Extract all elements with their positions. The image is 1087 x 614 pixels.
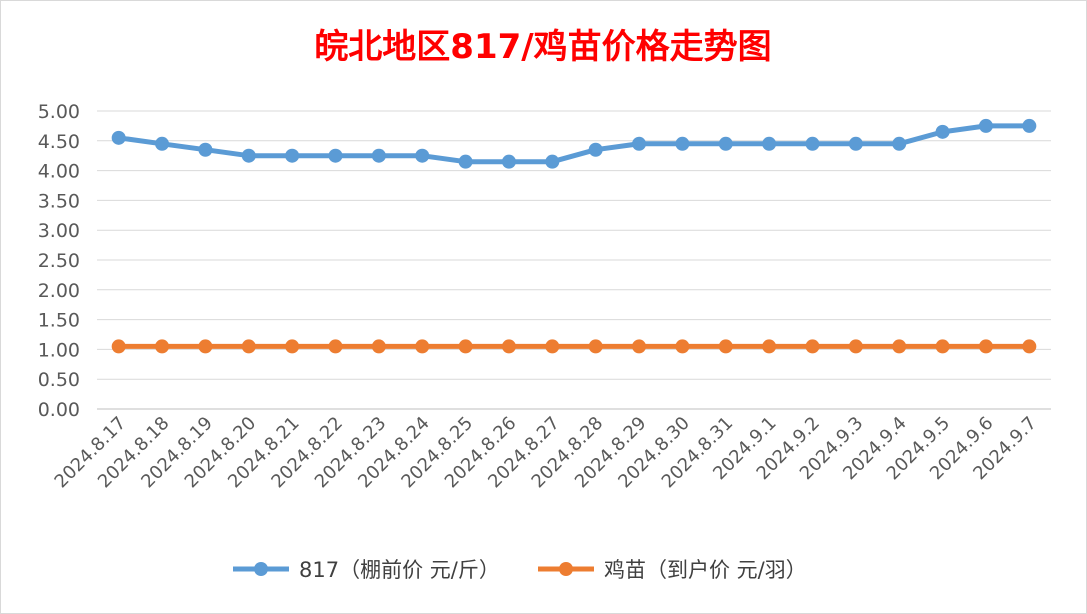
data-point (458, 339, 473, 354)
data-point (111, 130, 126, 145)
data-point (805, 136, 820, 151)
data-point (545, 339, 560, 354)
legend-item: 鸡苗（到户价 元/羽） (538, 558, 807, 582)
data-point (415, 339, 430, 354)
data-point (155, 136, 170, 151)
data-point (328, 339, 343, 354)
data-point (675, 136, 690, 151)
data-point (892, 339, 907, 354)
data-point (1022, 118, 1037, 133)
data-point (241, 339, 256, 354)
data-point (848, 339, 863, 354)
series-1 (111, 118, 1037, 169)
data-point (458, 154, 473, 169)
data-point (501, 154, 516, 169)
data-point (675, 339, 690, 354)
data-point (111, 339, 126, 354)
y-tick-label: 0.00 (38, 399, 80, 421)
series-layer (111, 118, 1037, 354)
data-point (155, 339, 170, 354)
data-point (545, 154, 560, 169)
legend-label: 817（棚前价 元/斤） (299, 558, 500, 582)
legend-swatch-marker (254, 562, 268, 576)
y-axis-ticks: 0.00 0.50 1.00 1.50 2.00 2.50 3.00 3.50 4.00 4.50… (38, 101, 80, 421)
y-tick-label: 2.50 (38, 250, 80, 272)
legend: 817（棚前价 元/斤） 鸡苗（到户价 元/羽） (233, 558, 807, 582)
data-point (632, 339, 647, 354)
series-line (116, 123, 1032, 165)
data-point (762, 136, 777, 151)
data-point (588, 142, 603, 157)
legend-label: 鸡苗（到户价 元/羽） (604, 558, 807, 582)
y-tick-label: 5.00 (38, 101, 80, 123)
data-point (1022, 339, 1037, 354)
y-tick-label: 1.50 (38, 310, 80, 332)
data-point (588, 339, 603, 354)
legend-swatch-marker (559, 562, 573, 576)
series-2 (111, 339, 1037, 354)
x-axis-ticks: 2024.8.172024.8.182024.8.192024.8.202024… (51, 413, 1041, 493)
data-point (892, 136, 907, 151)
y-tick-label: 3.00 (38, 220, 80, 242)
y-tick-label: 2.00 (38, 280, 80, 302)
data-point (978, 339, 993, 354)
y-tick-label: 0.50 (38, 369, 80, 391)
data-point (198, 142, 213, 157)
data-point (285, 148, 300, 163)
data-point (371, 148, 386, 163)
grid-lines (97, 110, 1051, 410)
data-point (241, 148, 256, 163)
data-point (285, 339, 300, 354)
data-point (328, 148, 343, 163)
data-point (632, 136, 647, 151)
y-tick-label: 4.00 (38, 161, 80, 183)
data-point (198, 339, 213, 354)
data-point (805, 339, 820, 354)
chart-title: 皖北地区817/鸡苗价格走势图 (314, 27, 771, 67)
data-point (935, 339, 950, 354)
y-tick-label: 1.00 (38, 339, 80, 361)
data-point (415, 148, 430, 163)
y-tick-label: 3.50 (38, 190, 80, 212)
data-point (718, 339, 733, 354)
data-point (978, 118, 993, 133)
data-point (371, 339, 386, 354)
y-tick-label: 4.50 (38, 131, 80, 153)
data-point (501, 339, 516, 354)
data-point (935, 124, 950, 139)
data-point (718, 136, 733, 151)
legend-item: 817（棚前价 元/斤） (233, 558, 500, 582)
data-point (848, 136, 863, 151)
data-point (762, 339, 777, 354)
